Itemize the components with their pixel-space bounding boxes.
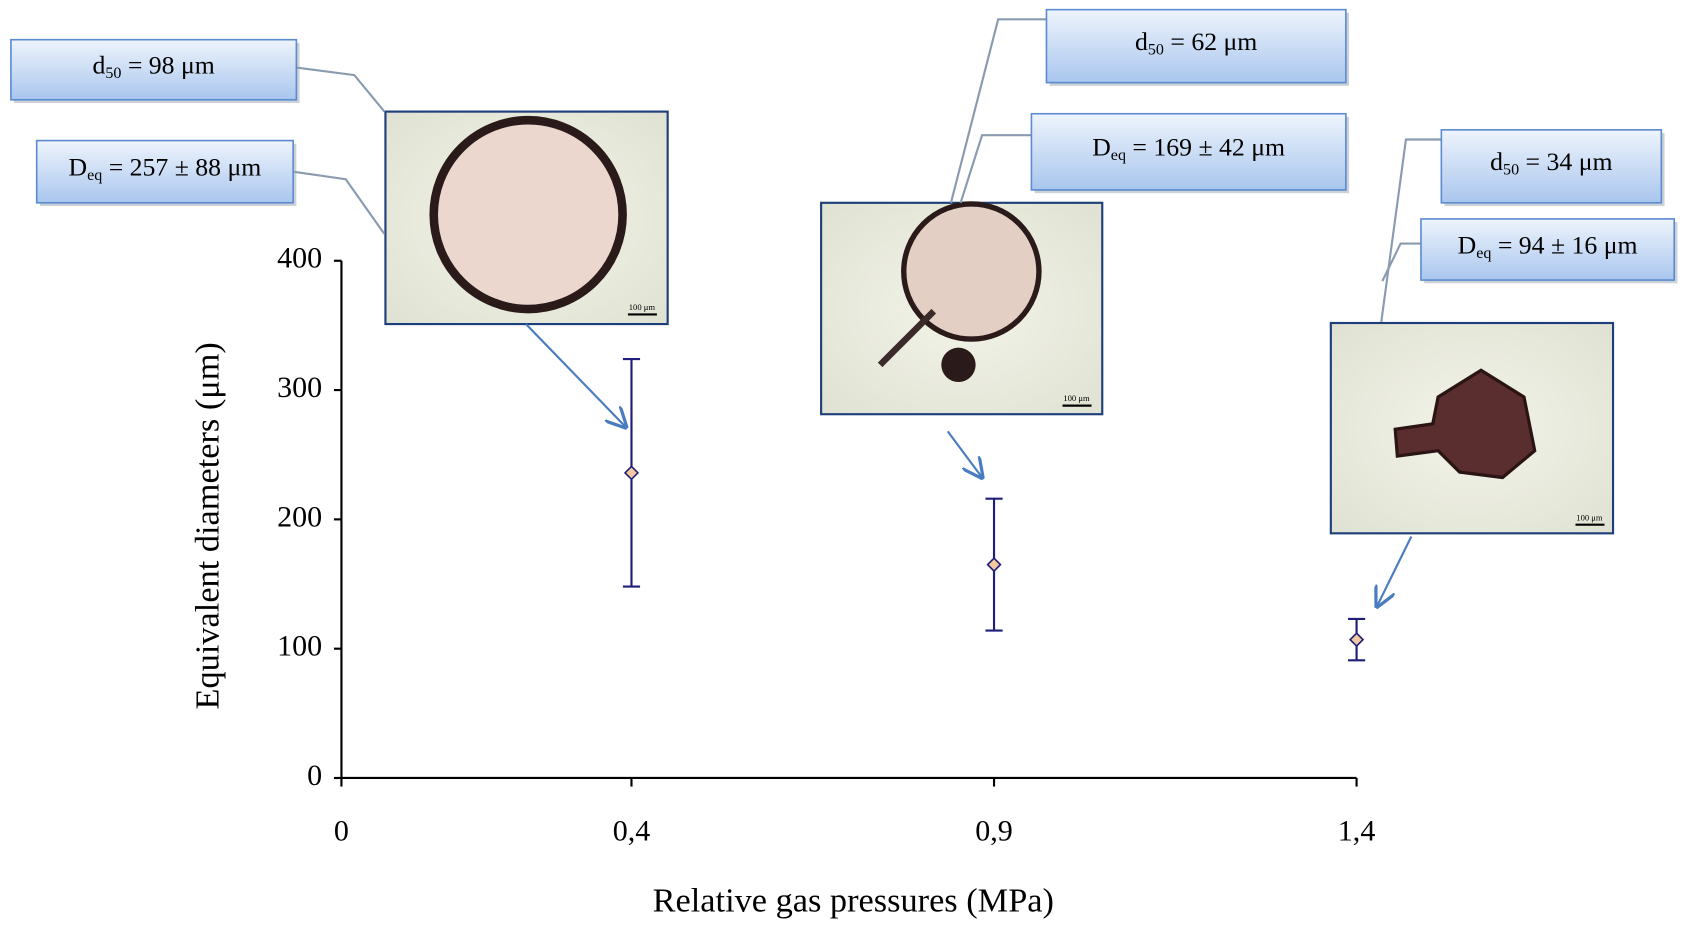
annotation-rest: = 169 ± 42 μm <box>1126 133 1285 162</box>
x-tick-label: 0,4 <box>613 815 651 848</box>
annotation: d50 = 62 μm <box>1135 27 1257 58</box>
x-tick-label: 0,9 <box>975 815 1013 848</box>
annotation-main: D <box>1458 230 1477 259</box>
annotation: d50 = 34 μm <box>1490 147 1612 178</box>
y-tick-label: 400 <box>277 242 322 275</box>
micrograph <box>384 110 669 326</box>
y-tick-label: 200 <box>277 500 322 533</box>
x-axis-title: Relative gas pressures (MPa) <box>653 881 1054 919</box>
annotation: Deq = 169 ± 42 μm <box>1092 133 1285 164</box>
annotation-box <box>35 139 294 204</box>
annotation-main: d <box>92 51 105 80</box>
scale-label: 100 μm <box>629 302 656 312</box>
point <box>986 557 1002 573</box>
annotation-box <box>1440 129 1663 204</box>
annotation-sub: eq <box>1476 244 1491 261</box>
annotation: Deq = 257 ± 88 μm <box>68 152 261 183</box>
point <box>623 465 640 481</box>
annotation-sub: eq <box>87 167 102 184</box>
annotation-rest: = 257 ± 88 μm <box>102 152 261 181</box>
annotation-sub: 50 <box>1148 41 1164 58</box>
arrow <box>525 323 1413 606</box>
annotation-box <box>1045 8 1347 84</box>
annotation-box <box>10 38 298 101</box>
scale-label: 100 μm <box>1063 393 1090 403</box>
annotation-rest: = 62 μm <box>1164 27 1257 56</box>
annotation-main: D <box>68 152 87 181</box>
annotation: d50 = 98 μm <box>92 51 214 82</box>
micrograph <box>820 201 1104 416</box>
x-tick-label: 0 <box>334 815 349 848</box>
annotation-rest: = 34 μm <box>1519 147 1612 176</box>
connector <box>293 18 1442 323</box>
annotation: Deq = 94 ± 16 μm <box>1458 230 1638 261</box>
point <box>1349 632 1365 648</box>
annotation-main: D <box>1092 133 1111 162</box>
y-tick-label: 100 <box>277 630 322 663</box>
y-axis-title: Equivalent diameters (μm) <box>188 342 226 709</box>
micrograph <box>1329 321 1615 535</box>
annotation-sub: 50 <box>1503 161 1519 178</box>
annotation-sub: 50 <box>105 65 121 82</box>
annotation-rest: = 94 ± 16 μm <box>1491 230 1637 259</box>
y-tick-label: 300 <box>277 371 322 404</box>
annotation-main: d <box>1135 27 1148 56</box>
annotation-sub: eq <box>1111 147 1126 164</box>
annotation-box <box>1030 112 1347 191</box>
x-tick-label: 1,4 <box>1338 815 1376 848</box>
annotation-main: d <box>1490 147 1503 176</box>
scale-label: 100 μm <box>1576 512 1603 522</box>
annotation-rest: = 98 μm <box>121 51 214 80</box>
y-tick-label: 0 <box>307 759 322 792</box>
annotation-box <box>1420 218 1676 281</box>
